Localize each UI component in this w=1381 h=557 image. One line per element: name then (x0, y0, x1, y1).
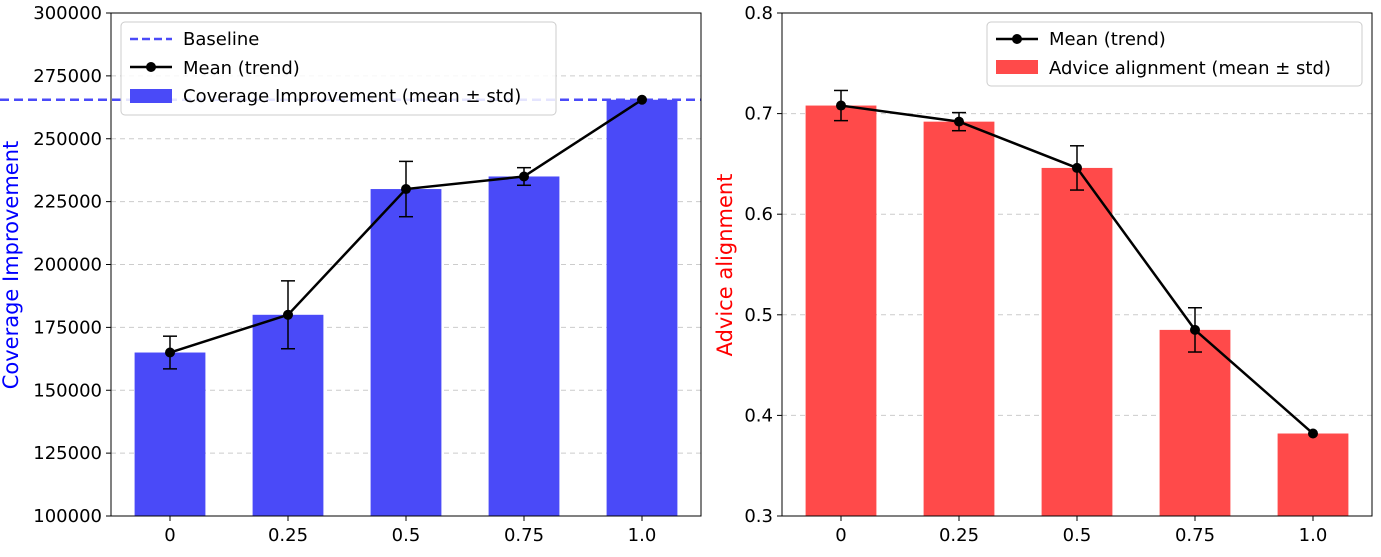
right-bar (805, 105, 877, 516)
left-y-tick-label: 150000 (33, 380, 102, 401)
right-y-axis-label: Advice alignment (713, 174, 737, 357)
left-trend-point (637, 94, 647, 105)
left-y-tick-label: 100000 (33, 506, 102, 527)
right-trend-point (1190, 324, 1200, 335)
legend-left-trend-swatch-marker (146, 62, 156, 72)
left-trend-point (401, 184, 411, 195)
right-trend-point (954, 116, 964, 127)
legend-advice-label: Advice alignment (mean ± std) (1049, 58, 1331, 79)
legend-advice-swatch (996, 60, 1038, 74)
left-bar (134, 352, 206, 516)
left-y-axis-label: Coverage Improvement (0, 141, 23, 390)
left-y-tick-label: 225000 (33, 192, 102, 213)
left-x-tick-label: 0 (164, 525, 175, 546)
right-x-tick-label: 1.0 (1299, 525, 1328, 546)
right-x-tick-label: 0 (835, 525, 846, 546)
right-y-tick-label: 0.5 (744, 305, 773, 326)
left-bar (606, 99, 678, 516)
left-x-ticks: 0 0.25 0.5 0.75 1.0 (164, 516, 656, 546)
right-y-ticks: 0.3 0.4 0.5 0.6 0.7 0.8 (744, 3, 782, 527)
left-trend-point (165, 347, 175, 358)
right-y-tick-label: 0.7 (744, 104, 773, 125)
right-trend-point (1072, 162, 1082, 173)
legend-baseline-label: Baseline (183, 29, 259, 50)
chart-coverage-improvement: 100000 125000 150000 175000 200000 225000 2500… (0, 3, 702, 546)
legend-coverage-swatch (130, 89, 172, 103)
right-y-tick-label: 0.6 (744, 204, 773, 225)
left-trend-point (283, 309, 293, 320)
left-x-tick-label: 0.5 (392, 525, 421, 546)
left-x-tick-label: 0.25 (268, 525, 308, 546)
right-bar (1041, 167, 1113, 516)
right-error-bars (834, 89, 1202, 353)
right-x-tick-label: 0.25 (939, 525, 979, 546)
legend-left-trend-label: Mean (trend) (183, 58, 300, 79)
left-y-tick-label: 175000 (33, 317, 102, 338)
right-y-tick-label: 0.4 (744, 405, 773, 426)
right-legend: Mean (trend) Advice alignment (mean ± st… (986, 21, 1363, 87)
right-trend-point (836, 100, 846, 111)
left-legend-box (120, 21, 557, 116)
right-legend-box (986, 21, 1363, 87)
right-x-ticks: 0 0.25 0.5 0.75 1.0 (835, 516, 1327, 546)
left-y-tick-label: 300000 (33, 3, 102, 24)
right-bar (923, 121, 995, 516)
right-bars (805, 105, 1349, 516)
legend-coverage-label: Coverage Improvement (mean ± std) (183, 86, 521, 107)
left-legend: Baseline Mean (trend) Coverage Improveme… (120, 21, 557, 116)
left-trend-line (165, 94, 647, 358)
right-bar (1277, 433, 1349, 516)
left-y-tick-label: 200000 (33, 255, 102, 276)
left-bar (488, 176, 560, 516)
right-bar (1159, 329, 1231, 516)
left-bars (134, 99, 678, 517)
right-trend-point (1308, 428, 1318, 439)
legend-right-trend-label: Mean (trend) (1049, 29, 1166, 50)
right-y-tick-label: 0.3 (744, 506, 773, 527)
left-y-ticks: 100000 125000 150000 175000 200000 225000 2500… (33, 3, 111, 527)
left-trend-point (519, 171, 529, 182)
chart-advice-alignment: 0.3 0.4 0.5 0.6 0.7 0.8 0 0.25 0.5 0.75 1.0 Advic… (713, 3, 1373, 546)
left-x-tick-label: 1.0 (628, 525, 657, 546)
legend-right-trend-swatch-marker (1012, 34, 1022, 44)
right-trend-line (836, 100, 1318, 439)
left-x-tick-label: 0.75 (504, 525, 544, 546)
left-y-tick-label: 250000 (33, 129, 102, 150)
right-x-tick-label: 0.5 (1063, 525, 1092, 546)
left-y-tick-label: 275000 (33, 66, 102, 87)
right-x-tick-label: 0.75 (1175, 525, 1215, 546)
left-y-tick-label: 125000 (33, 443, 102, 464)
left-bar (370, 189, 442, 517)
right-y-tick-label: 0.8 (744, 3, 773, 24)
